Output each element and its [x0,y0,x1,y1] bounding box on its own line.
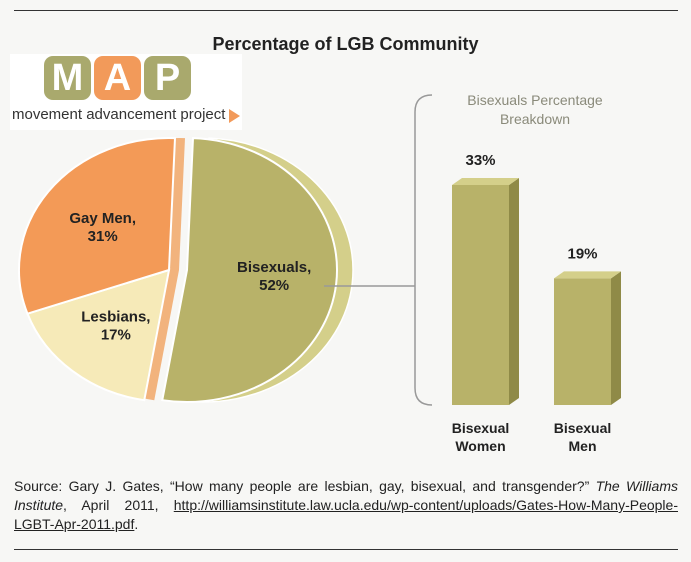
pie-slice-lesbians [26,268,171,402]
source-suffix: . [134,516,139,532]
bar-0-top [452,178,519,185]
source-date: , April 2011, [63,497,174,513]
bar-1 [554,278,611,405]
source-citation: Source: Gary J. Gates, “How many people … [14,477,678,534]
pie-slice-bisexuals-label: Bisexuals, [237,259,311,276]
bottom-rule [14,549,678,550]
bar-1-side [611,271,621,405]
logo-letter-m: M [44,56,91,100]
bar-1-value: 19% [567,245,597,262]
pie-slice-gay-men-value: 31% [88,228,118,245]
pie-slice-gay-men [18,137,177,315]
bar-1-category-line-1: Bisexual [554,420,612,436]
logo-letter-a: A [94,56,141,100]
logo-tagline: movement advancement project [12,106,226,123]
map-logo: M A P movement advancement project [10,54,242,130]
logo-arrow-icon [229,109,240,123]
bar-0-category-line-1: Bisexual [452,420,510,436]
bracket [414,94,433,406]
chart-title: Percentage of LGB Community [212,34,479,54]
pie-slice-gay-men-label: Gay Men, [69,210,136,227]
bar-1-top [554,271,621,279]
top-rule [14,10,678,11]
bar-chart-title-line-2: Breakdown [500,111,570,127]
source-publication: The Williams Institute [14,478,678,513]
logo-letter-p: P [144,56,191,100]
bar-chart-title-line-1: Bisexuals Percentage [467,92,603,108]
lgb-chart: Bisexuals,52% Lesbians,17% Gay Men,31% Bise… [18,92,621,454]
pie-slice-lesbians-label: Lesbians, [81,309,150,326]
bar-0-category-line-2: Women [455,438,505,454]
pie-slice-bisexuals [161,137,339,403]
bar-0-value: 33% [465,152,495,169]
bar-1-category-line-2: Men [569,438,597,454]
source-link[interactable]: http://williamsinstitute.law.ucla.edu/wp… [14,497,678,532]
pie-slice-lesbians-value: 17% [101,327,131,344]
pie-slice-bisexuals-value: 52% [259,277,289,294]
bar-0 [452,185,509,405]
bar-0-side [509,178,519,405]
logo-letters: M A P [44,56,191,100]
source-prefix: Source: Gary J. Gates, “How many people … [14,478,596,494]
